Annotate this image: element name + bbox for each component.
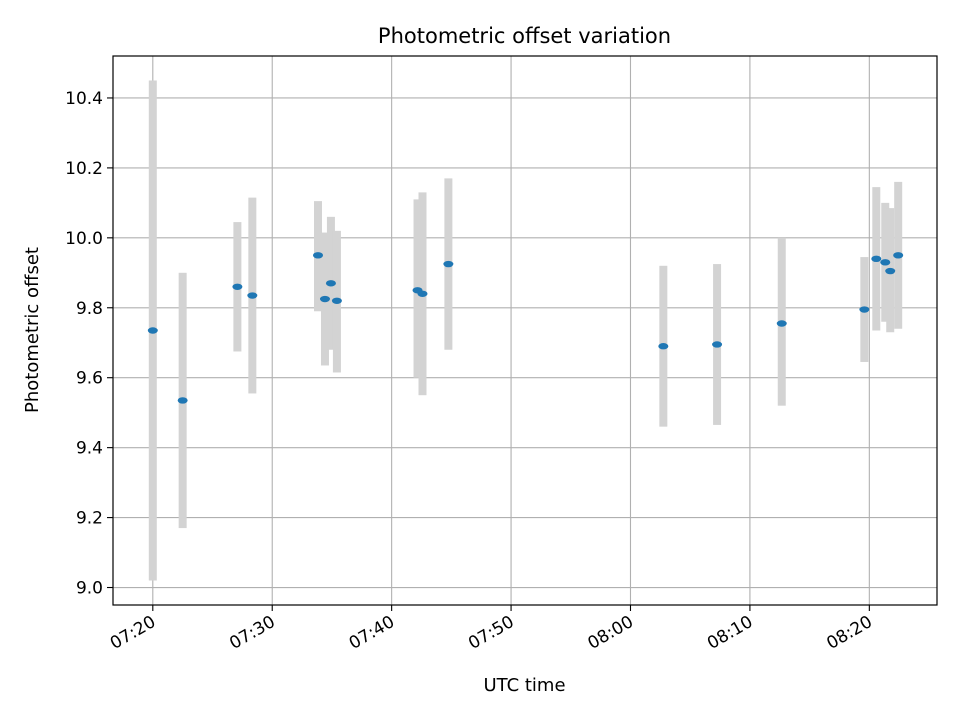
x-axis-ticks: 07:20 07:30 07:40 07:50 08:00 08:10 08:20 <box>107 605 876 654</box>
plot-frame <box>112 55 938 606</box>
y-tick-label: 9.0 <box>76 579 103 599</box>
data-point <box>417 290 428 297</box>
y-tick-label: 10.4 <box>65 89 103 109</box>
x-tick-label: 08:20 <box>823 612 875 654</box>
x-tick-label: 07:30 <box>226 612 278 654</box>
data-point <box>893 252 904 259</box>
data-points <box>147 252 904 404</box>
data-point <box>880 259 891 266</box>
data-point <box>232 283 243 290</box>
data-point <box>443 260 454 268</box>
data-point <box>658 343 669 350</box>
y-tick-label: 9.2 <box>76 509 103 529</box>
x-tick-label: 07:50 <box>465 612 517 654</box>
y-axis-ticks: 9.0 9.2 9.4 9.6 9.8 10.0 10.2 10.4 <box>65 89 113 599</box>
y-tick-label: 10.2 <box>65 159 103 179</box>
y-tick-label: 9.4 <box>76 439 103 459</box>
x-tick-label: 08:00 <box>585 612 637 654</box>
x-tick-label: 07:40 <box>346 612 398 654</box>
data-point <box>712 341 723 348</box>
data-point <box>871 255 882 263</box>
data-point <box>313 252 324 259</box>
data-point <box>319 295 330 303</box>
data-point <box>247 292 258 299</box>
error-bars <box>148 80 903 581</box>
data-point <box>859 306 870 313</box>
data-point <box>177 397 188 404</box>
y-tick-label: 10.0 <box>65 229 103 249</box>
y-tick-label: 9.6 <box>76 369 103 389</box>
x-tick-label: 07:20 <box>107 612 159 654</box>
y-axis-label: Photometric offset <box>22 247 43 413</box>
data-point <box>776 320 787 327</box>
data-point <box>325 280 336 287</box>
x-axis-label: UTC time <box>483 675 565 696</box>
y-tick-label: 9.8 <box>76 299 103 319</box>
data-point <box>331 297 342 304</box>
data-point <box>885 267 896 275</box>
data-point <box>147 327 158 334</box>
chart-title: Photometric offset variation <box>378 24 671 48</box>
x-tick-label: 08:10 <box>704 612 756 654</box>
